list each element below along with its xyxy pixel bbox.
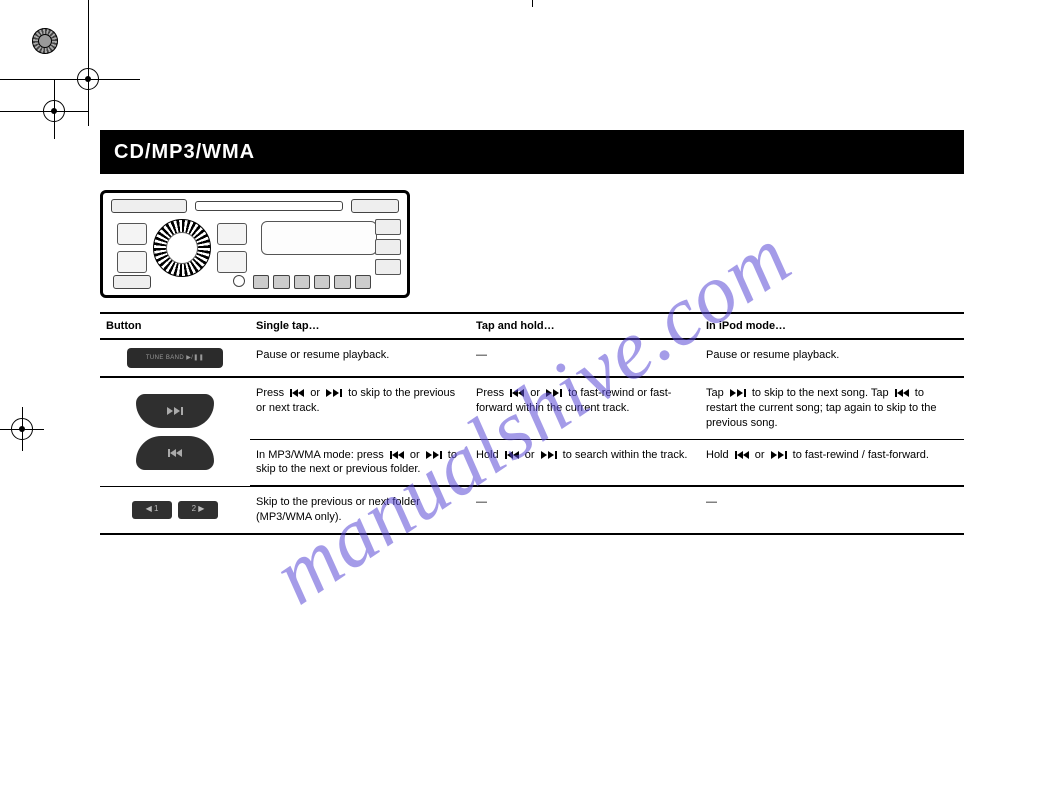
seek-mode-ff: Hold or to fast-rewind / fast-forward. [700,439,964,486]
text-fragment: Tap [706,387,727,399]
table-row: TUNE BAND ▶/❚❚ Pause or resume playback.… [100,339,964,377]
band-hold: — [470,339,700,377]
text-fragment: In MP3/WMA mode: press [256,449,387,461]
skip-forward-icon [771,451,787,459]
skip-back-icon [735,451,749,459]
skip-back-icon [510,389,524,397]
preset-2-icon: 2 ▶ [178,501,218,519]
text-fragment: Press [476,387,507,399]
seek-hold-search: Hold or to search within the track. [470,439,700,486]
text-fragment: or [525,449,538,461]
faceplate-drawing [100,190,410,298]
seek-rocker-icon [136,394,214,470]
text-fragment: to fast-rewind / fast-forward. [793,449,929,461]
text-fragment: Hold [476,449,502,461]
faceplate-figure [100,190,964,298]
preset-1-icon: ◀ 1 [132,501,172,519]
seek-hold: Press or to fast-rewind or fast-forward … [470,377,700,439]
text-fragment: or [530,387,543,399]
seek-prev-icon [136,436,214,470]
preset-mode: — [700,486,964,534]
text-fragment: or [310,387,323,399]
seek-next-icon [136,394,214,428]
preset-tap: Skip to the previous or next folder (MP3… [250,486,470,534]
controls-table: Button Single tap… Tap and hold… In iPod… [100,312,964,535]
button-cell-preset: ◀ 1 2 ▶ [100,486,250,534]
col-button: Button [100,313,250,339]
col-mode: In iPod mode… [700,313,964,339]
manual-page: CD/MP3/WMA Button [100,130,964,535]
skip-back-icon [895,389,909,397]
col-tap: Single tap… [250,313,470,339]
skip-back-icon [390,451,404,459]
table-header-row: Button Single tap… Tap and hold… In iPod… [100,313,964,339]
band-button-icon: TUNE BAND ▶/❚❚ [127,348,223,368]
skip-back-icon [505,451,519,459]
band-tap: Pause or resume playback. [250,339,470,377]
text-fragment: to skip to the next song. Tap [752,387,892,399]
button-cell-seek [100,377,250,486]
preset-hold: — [470,486,700,534]
col-hold: Tap and hold… [470,313,700,339]
skip-forward-icon [541,451,557,459]
seek-mode: Tap to skip to the next song. Tap to res… [700,377,964,439]
skip-forward-icon [326,389,342,397]
text-fragment: Press [256,387,287,399]
preset-buttons-icon: ◀ 1 2 ▶ [132,501,218,519]
skip-forward-icon [730,389,746,397]
skip-forward-icon [546,389,562,397]
table-row: ◀ 1 2 ▶ Skip to the previous or next fol… [100,486,964,534]
band-mode: Pause or resume playback. [700,339,964,377]
text-fragment: Hold [706,449,732,461]
skip-forward-icon [426,451,442,459]
text-fragment: to search within the track. [563,449,688,461]
section-title-bar: CD/MP3/WMA [100,130,964,174]
seek-tap-folder: In MP3/WMA mode: press or to skip to the… [250,439,470,486]
seek-tap: Press or to skip to the previous or next… [250,377,470,439]
table-row: Press or to skip to the previous or next… [100,377,964,439]
skip-back-icon [290,389,304,397]
button-cell-band: TUNE BAND ▶/❚❚ [100,339,250,377]
text-fragment: or [755,449,768,461]
section-title: CD/MP3/WMA [114,141,255,164]
text-fragment: or [410,449,423,461]
